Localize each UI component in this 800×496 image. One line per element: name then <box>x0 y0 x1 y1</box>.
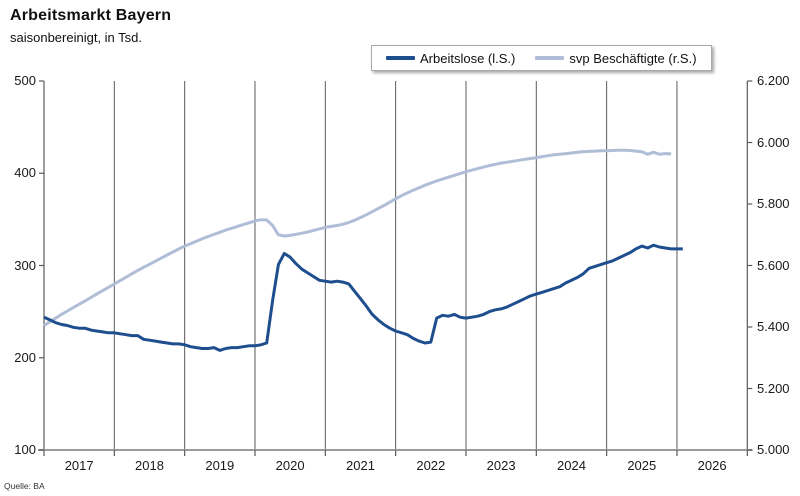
page-title: Arbeitsmarkt Bayern <box>10 7 172 24</box>
page-subtitle: saisonbereinigt, in Tsd. <box>10 30 143 45</box>
left-axis-tick-label: 500 <box>14 73 36 88</box>
x-axis-year-label: 2020 <box>275 458 305 473</box>
svp-beschaeftigte-line <box>43 148 672 327</box>
legend: Arbeitslose (l.S.) svp Beschäftigte (r.S… <box>371 45 712 71</box>
arbeitslose-line-swatch-icon <box>386 56 415 60</box>
x-axis-year-label: 2024 <box>557 458 586 473</box>
legend-entry-arbeitslose: Arbeitslose (l.S.) <box>386 51 515 66</box>
x-axis-year-label: 2017 <box>64 458 94 473</box>
x-axis-year-label: 2022 <box>416 458 446 473</box>
arbeitslose-line <box>43 243 683 352</box>
left-axis-tick-label: 400 <box>14 165 36 181</box>
x-axis-year-label: 2023 <box>486 458 516 473</box>
source-note: Quelle: BA <box>4 481 45 491</box>
svp-beschaeftigte-line-swatch-icon <box>535 56 565 60</box>
right-axis-tick-label: 6.200 <box>757 73 790 88</box>
x-axis-year-label: 2025 <box>627 458 657 473</box>
x-axis-year-label: 2021 <box>346 458 375 473</box>
right-axis-tick-label: 6.000 <box>757 134 790 150</box>
right-axis-tick-label: 5.600 <box>757 257 790 273</box>
legend-label-svp-beschaeftigte: svp Beschäftigte (r.S.) <box>569 50 697 66</box>
right-axis-tick-label: 5.800 <box>757 196 790 211</box>
x-axis-year-label: 2019 <box>205 458 235 473</box>
right-axis-tick-label: 5.000 <box>757 442 790 457</box>
left-axis-tick-label: 300 <box>14 257 36 273</box>
left-axis-tick-label: 200 <box>14 349 36 365</box>
left-axis-tick-label: 100 <box>14 442 36 457</box>
legend-label-arbeitslose: Arbeitslose (l.S.) <box>420 50 516 66</box>
x-axis-year-label: 2018 <box>135 458 164 473</box>
x-axis-year-label: 2026 <box>697 458 727 473</box>
right-axis-tick-label: 5.400 <box>757 319 790 334</box>
right-axis-tick-label: 5.200 <box>757 380 790 396</box>
legend-entry-svp-beschaeftigte: svp Beschäftigte (r.S.) <box>535 50 697 66</box>
